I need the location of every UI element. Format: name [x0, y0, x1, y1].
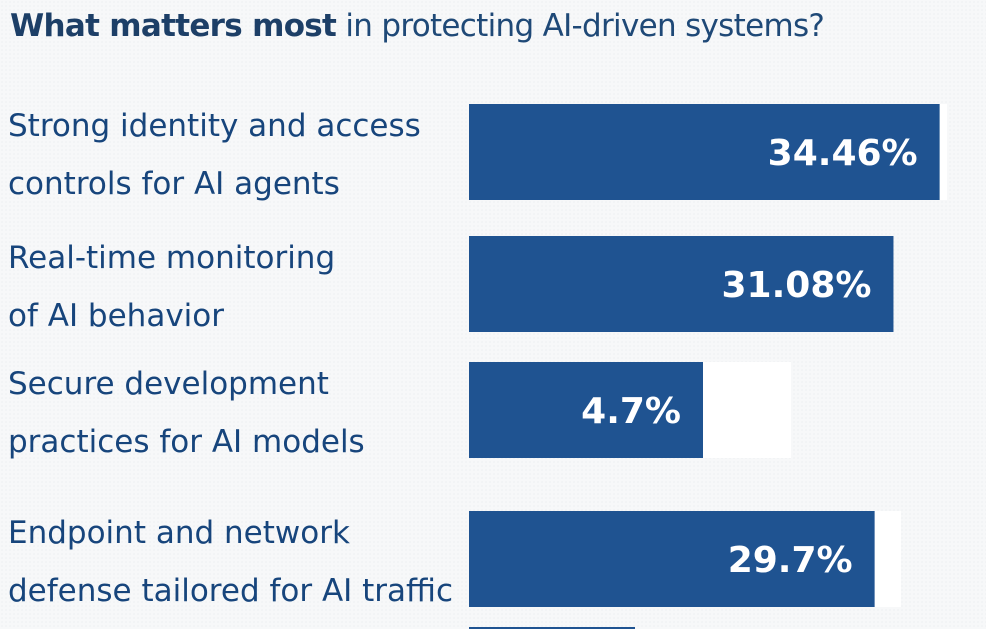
category-label-2-line-1: Real-time monitoring: [8, 240, 335, 276]
category-label-3-line-2: practices for AI models: [8, 424, 365, 460]
category-label-3-line-1: Secure development: [8, 366, 329, 402]
category-label-4-line-1: Endpoint and network: [8, 515, 350, 551]
bar-2: [469, 236, 894, 332]
chart-title-bold: What matters most: [10, 8, 337, 44]
chart-title: What matters most in protecting AI-drive…: [10, 4, 976, 48]
bar-1: [469, 104, 940, 200]
category-label-4-line-2: defense tailored for AI traffic: [8, 573, 453, 609]
category-label-1-line-2: controls for AI agents: [8, 166, 340, 202]
bar-value-label-1: 34.46%: [768, 133, 918, 174]
bar-3: [469, 362, 703, 458]
bar-5-partial: [469, 627, 635, 629]
chart-title-rest: in protecting AI-driven systems?: [345, 8, 825, 44]
bar-4: [469, 511, 875, 607]
bar-value-label-3: 4.7%: [581, 391, 681, 432]
bar-value-label-2: 31.08%: [722, 265, 872, 306]
category-label-1-line-1: Strong identity and access: [8, 108, 421, 144]
bar-value-label-4: 29.7%: [728, 540, 853, 581]
category-label-2-line-2: of AI behavior: [8, 298, 224, 334]
